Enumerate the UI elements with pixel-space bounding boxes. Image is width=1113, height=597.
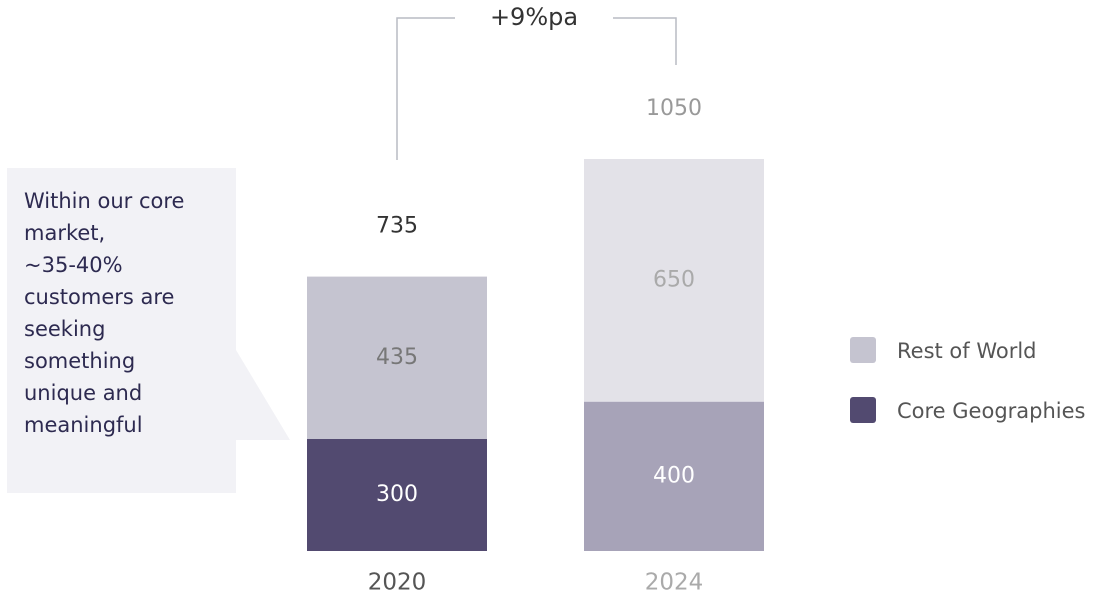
callout-text: ~35-40% (24, 253, 123, 277)
x-tick-label: 2024 (645, 570, 704, 596)
total-label: 735 (376, 214, 418, 239)
callout-text: Within our core (24, 189, 184, 213)
callout-box (7, 168, 290, 493)
legend-swatch (850, 397, 876, 423)
segment-label: 650 (653, 267, 695, 292)
segment-label: 400 (653, 463, 695, 488)
bar-segment (584, 401, 764, 551)
callout-text: meaningful (24, 413, 143, 437)
segment-label: 300 (376, 482, 418, 507)
callout-text: unique and (24, 381, 142, 405)
bar-segment (584, 159, 764, 402)
bracket-right (613, 17, 677, 65)
bar-segment (307, 439, 487, 551)
legend-label: Rest of World (897, 339, 1037, 363)
growth-annotation: +9%pa (490, 3, 578, 31)
segment-label: 435 (376, 345, 418, 370)
callout-text: market, (24, 221, 105, 245)
total-label: 1050 (646, 96, 702, 121)
callout-text: something (24, 349, 135, 373)
bracket-left (396, 17, 455, 160)
bar-segment (307, 276, 487, 439)
legend-swatch (850, 337, 876, 363)
x-tick-label: 2020 (368, 570, 427, 596)
legend-label: Core Geographies (897, 399, 1086, 423)
callout-text: customers are (24, 285, 174, 309)
callout-text: seeking (24, 317, 105, 341)
